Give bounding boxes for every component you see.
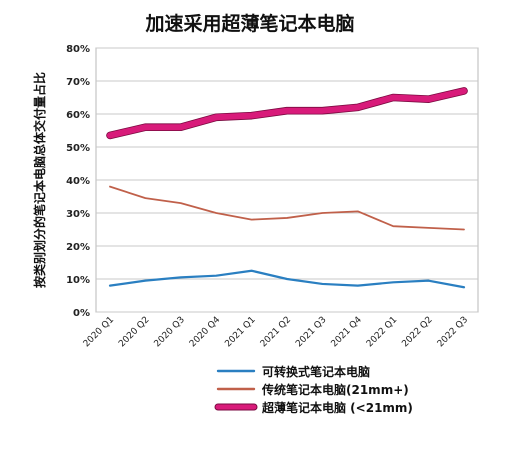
x-tick-label: 2020 Q4 <box>188 315 223 350</box>
x-tick-label: 2021 Q3 <box>294 315 328 349</box>
x-tick-label: 2022 Q3 <box>436 315 470 349</box>
x-tick-label: 2020 Q3 <box>153 315 187 349</box>
y-tick-labels: 0% 10% 20% 30% 40% 50% 60% 70% 80% <box>66 44 90 319</box>
y-tick-label: 40% <box>66 176 90 187</box>
x-tick-label: 2020 Q1 <box>82 315 116 349</box>
y-axis-label: 按类别划分的笔记本电脑总体交付量占比 <box>32 72 47 288</box>
series-lines <box>106 87 468 289</box>
legend-label-2: 超薄笔记本电脑 (<21mm) <box>261 400 413 415</box>
x-tick-label: 2022 Q1 <box>365 315 399 349</box>
x-tick-label: 2021 Q1 <box>223 315 257 349</box>
y-tick-label: 60% <box>66 110 90 121</box>
series-line-0 <box>108 269 466 289</box>
x-tick-label: 2020 Q2 <box>117 315 151 349</box>
legend-label-0: 可转换式笔记本电脑 <box>262 364 370 379</box>
y-tick-label: 80% <box>66 44 90 55</box>
x-tick-label: 2022 Q2 <box>400 315 434 349</box>
x-tick-labels: 2020 Q1 2020 Q2 2020 Q3 2020 Q4 2021 Q1 2021 … <box>82 315 470 350</box>
y-tick-label: 10% <box>66 275 90 286</box>
y-tick-label: 0% <box>73 308 90 319</box>
chart-title: 加速采用超薄笔记本电脑 <box>144 12 354 35</box>
x-tick-label: 2021 Q2 <box>259 315 293 349</box>
y-tick-label: 70% <box>66 77 90 88</box>
gridlines <box>95 47 479 313</box>
y-tick-label: 50% <box>66 143 90 154</box>
series-line-2 <box>107 87 467 139</box>
y-tick-label: 20% <box>66 242 90 253</box>
x-tick-label: 2021 Q4 <box>330 315 365 350</box>
series-line-1 <box>109 185 465 231</box>
legend-label-1: 传统笔记本电脑(21mm+) <box>261 382 409 397</box>
y-tick-label: 30% <box>66 209 90 220</box>
